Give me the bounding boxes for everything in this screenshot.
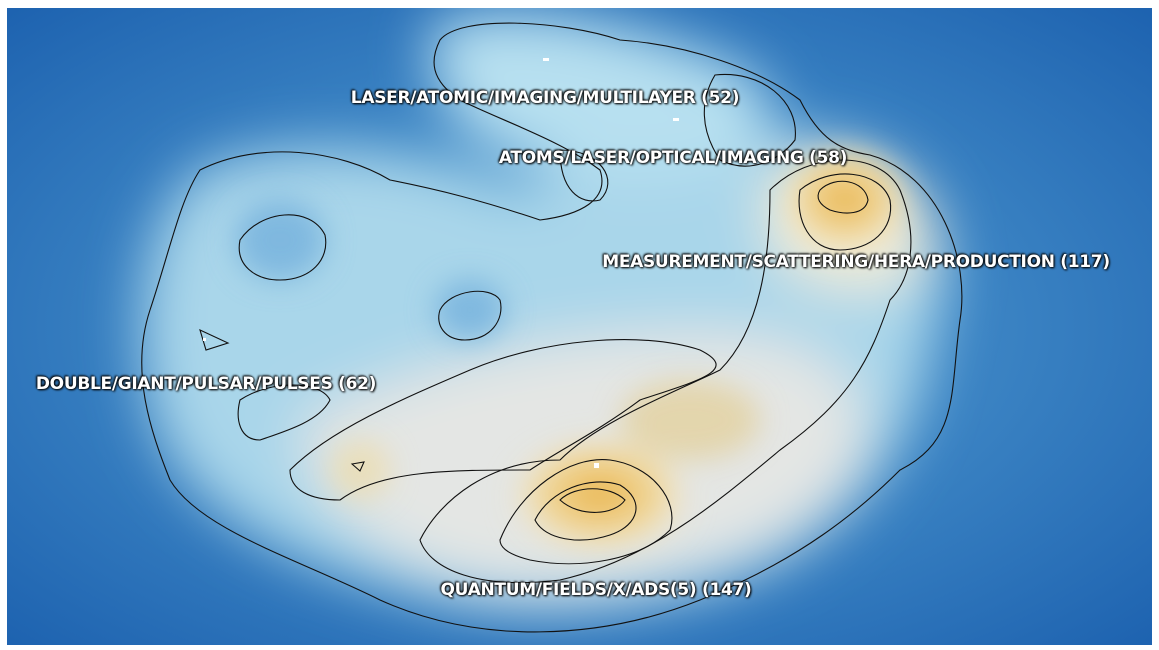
markers (203, 58, 679, 468)
topic-label: QUANTUM/FIELDS/X/ADS(5) (147) (440, 580, 752, 600)
topic-label: MEASUREMENT/SCATTERING/HERA/PRODUCTION (… (602, 252, 1110, 272)
topic-label: DOUBLE/GIANT/PULSAR/PULSES (62) (35, 374, 377, 394)
topic-label: LASER/ATOMIC/IMAGING/MULTILAYER (52) (350, 88, 740, 108)
contours (141, 22, 963, 633)
marker (543, 58, 549, 61)
marker (594, 463, 599, 468)
marker (203, 338, 206, 341)
landscape-map (7, 8, 1152, 645)
marker (673, 118, 679, 121)
topic-label: ATOMS/LASER/OPTICAL/IMAGING (58) (498, 148, 848, 168)
